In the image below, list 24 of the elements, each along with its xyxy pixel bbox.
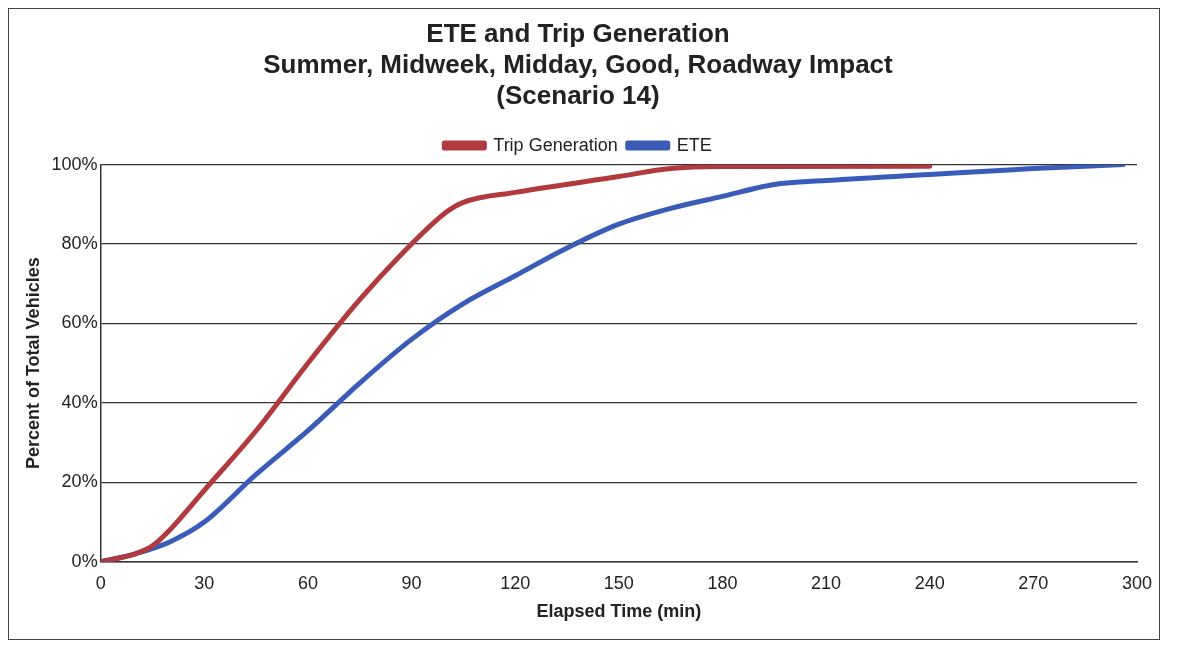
- text: Summer, Midweek, Midday, Good, Roadway Impact: [263, 48, 893, 79]
- y-tick-label: 20%: [61, 471, 98, 492]
- x-tick-label: 30: [194, 572, 215, 593]
- x-tick-label: 90: [401, 572, 422, 593]
- text: ETE and Trip Generation: [426, 17, 730, 48]
- x-axis-title: Elapsed Time (min): [536, 601, 702, 622]
- x-tick-label: 240: [914, 572, 945, 593]
- legend-label: Trip Generation: [493, 134, 618, 155]
- x-tick-label: 210: [811, 572, 842, 593]
- x-tick-label: 0: [95, 572, 106, 593]
- y-tick-label: 100%: [51, 153, 98, 174]
- y-tick-label: 60%: [61, 312, 98, 333]
- x-tick-label: 150: [603, 572, 634, 593]
- x-tick-label: 270: [1018, 572, 1049, 593]
- y-axis-title: Percent of Total Vehicles: [22, 257, 43, 470]
- x-tick-label: 300: [1121, 572, 1153, 593]
- text: (Scenario 14): [496, 80, 660, 111]
- legend-label: ETE: [676, 134, 712, 155]
- y-tick-label: 80%: [61, 233, 98, 254]
- x-tick-label: 60: [297, 572, 318, 593]
- y-tick-label: 40%: [61, 391, 98, 412]
- x-tick-label: 120: [500, 572, 531, 593]
- y-tick-label: 0%: [71, 550, 98, 571]
- x-tick-label: 180: [707, 572, 738, 593]
